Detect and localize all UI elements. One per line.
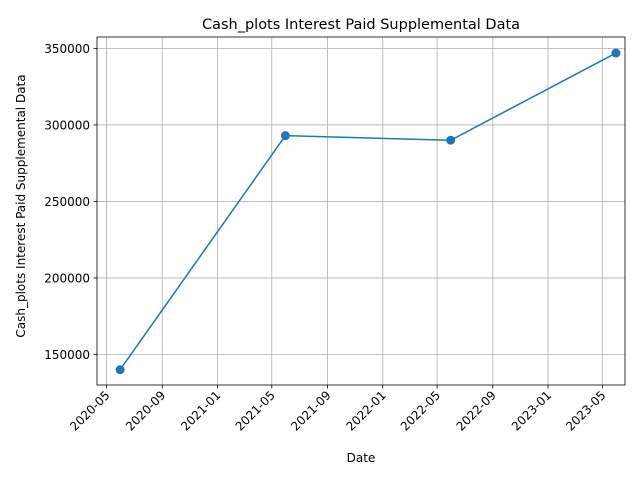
y-tick-label: 200000 [44,271,90,285]
x-tick-label: 2022-05 [398,388,443,433]
y-axis-title: Cash_plots Interest Paid Supplemental Da… [14,74,28,337]
y-tick-label: 300000 [44,118,90,132]
x-tick-label: 2021-09 [288,388,333,433]
x-tick-label: 2021-01 [178,388,223,433]
x-axis: 2020-05 2020-09 2021-01 2021-05 2021-09 2022-… [67,385,608,434]
y-tick-label: 150000 [44,348,90,362]
chart-title: Cash_plots Interest Paid Supplemental Da… [202,17,520,33]
x-tick-label: 2021-05 [233,388,278,433]
x-tick-label: 2022-01 [344,388,389,433]
y-tick-label: 250000 [44,195,90,209]
x-tick-label: 2020-09 [123,388,168,433]
x-axis-title: Date [347,451,376,465]
y-axis: 150000 200000 250000 300000 350000 [44,42,97,362]
data-point [115,365,125,375]
x-tick-label: 2020-05 [67,388,112,433]
x-tick-label: 2023-05 [563,388,608,433]
x-tick-label: 2022-09 [454,388,499,433]
series-line [119,52,617,371]
data-point [446,135,456,145]
plot-frame [96,36,626,386]
data-point [611,48,621,58]
x-tick-label: 2023-01 [509,388,554,433]
y-tick-label: 350000 [44,42,90,56]
data-point [280,131,290,141]
plot-border [96,36,626,386]
grid-lines [97,37,625,385]
series-layer [115,48,621,375]
